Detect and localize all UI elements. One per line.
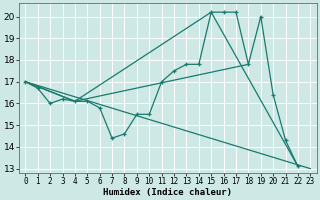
X-axis label: Humidex (Indice chaleur): Humidex (Indice chaleur) [103,188,232,197]
